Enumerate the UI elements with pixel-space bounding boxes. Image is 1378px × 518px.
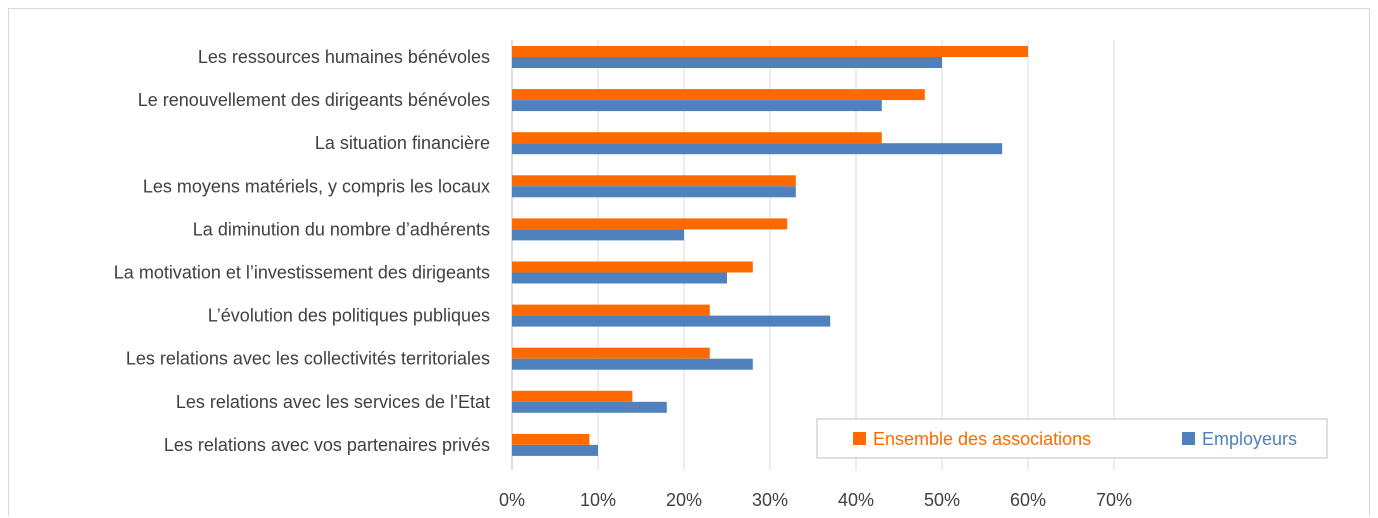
legend-label-ensemble: Ensemble des associations bbox=[873, 429, 1091, 449]
bar-employeurs-6 bbox=[512, 316, 830, 327]
category-label: La situation financière bbox=[315, 133, 490, 153]
x-tick-labels: 0% 10% 20% 30% 40% 50% 60% 70% bbox=[499, 490, 1132, 510]
bar-employeurs-7 bbox=[512, 359, 753, 370]
bar-employeurs-9 bbox=[512, 445, 598, 456]
x-tick-label: 70% bbox=[1096, 490, 1132, 510]
legend-swatch-ensemble bbox=[853, 432, 866, 445]
bar-employeurs-1 bbox=[512, 100, 882, 111]
x-tick-label: 60% bbox=[1010, 490, 1046, 510]
bar-ensemble-1 bbox=[512, 89, 925, 100]
category-label: Les relations avec vos partenaires privé… bbox=[164, 435, 490, 455]
category-label: L’évolution des politiques publiques bbox=[208, 306, 490, 326]
bar-employeurs-0 bbox=[512, 57, 942, 68]
bar-employeurs-2 bbox=[512, 143, 1002, 154]
x-tick-label: 20% bbox=[666, 490, 702, 510]
bar-ensemble-9 bbox=[512, 434, 589, 445]
x-tick-label: 30% bbox=[752, 490, 788, 510]
category-label: Les ressources humaines bénévoles bbox=[198, 47, 490, 67]
x-tick-label: 50% bbox=[924, 490, 960, 510]
bar-ensemble-6 bbox=[512, 305, 710, 316]
category-label: La diminution du nombre d’adhérents bbox=[193, 219, 490, 239]
bar-ensemble-4 bbox=[512, 218, 787, 229]
legend-swatch-employeurs bbox=[1182, 432, 1195, 445]
legend-label-employeurs: Employeurs bbox=[1202, 429, 1297, 449]
category-labels: Les ressources humaines bénévoles Le reno… bbox=[114, 47, 490, 455]
category-label: Les relations avec les collectivités ter… bbox=[126, 349, 490, 369]
bar-ensemble-5 bbox=[512, 262, 753, 273]
bar-employeurs-3 bbox=[512, 186, 796, 197]
x-tick-label: 40% bbox=[838, 490, 874, 510]
bar-ensemble-2 bbox=[512, 132, 882, 143]
bar-employeurs-4 bbox=[512, 229, 684, 240]
bar-employeurs-8 bbox=[512, 402, 667, 413]
bar-ensemble-0 bbox=[512, 46, 1028, 57]
x-tick-label: 10% bbox=[580, 490, 616, 510]
category-label: Le renouvellement des dirigeants bénévol… bbox=[138, 90, 490, 110]
category-label: Les relations avec les services de l’Eta… bbox=[176, 392, 490, 412]
x-tick-label: 0% bbox=[499, 490, 525, 510]
legend: Ensemble des associations Employeurs bbox=[817, 419, 1327, 458]
bar-ensemble-7 bbox=[512, 348, 710, 359]
category-label: La motivation et l’investissement des di… bbox=[114, 263, 490, 283]
bar-employeurs-5 bbox=[512, 273, 727, 284]
category-label: Les moyens matériels, y compris les loca… bbox=[143, 176, 490, 196]
bar-ensemble-3 bbox=[512, 175, 796, 186]
bar-ensemble-8 bbox=[512, 391, 632, 402]
